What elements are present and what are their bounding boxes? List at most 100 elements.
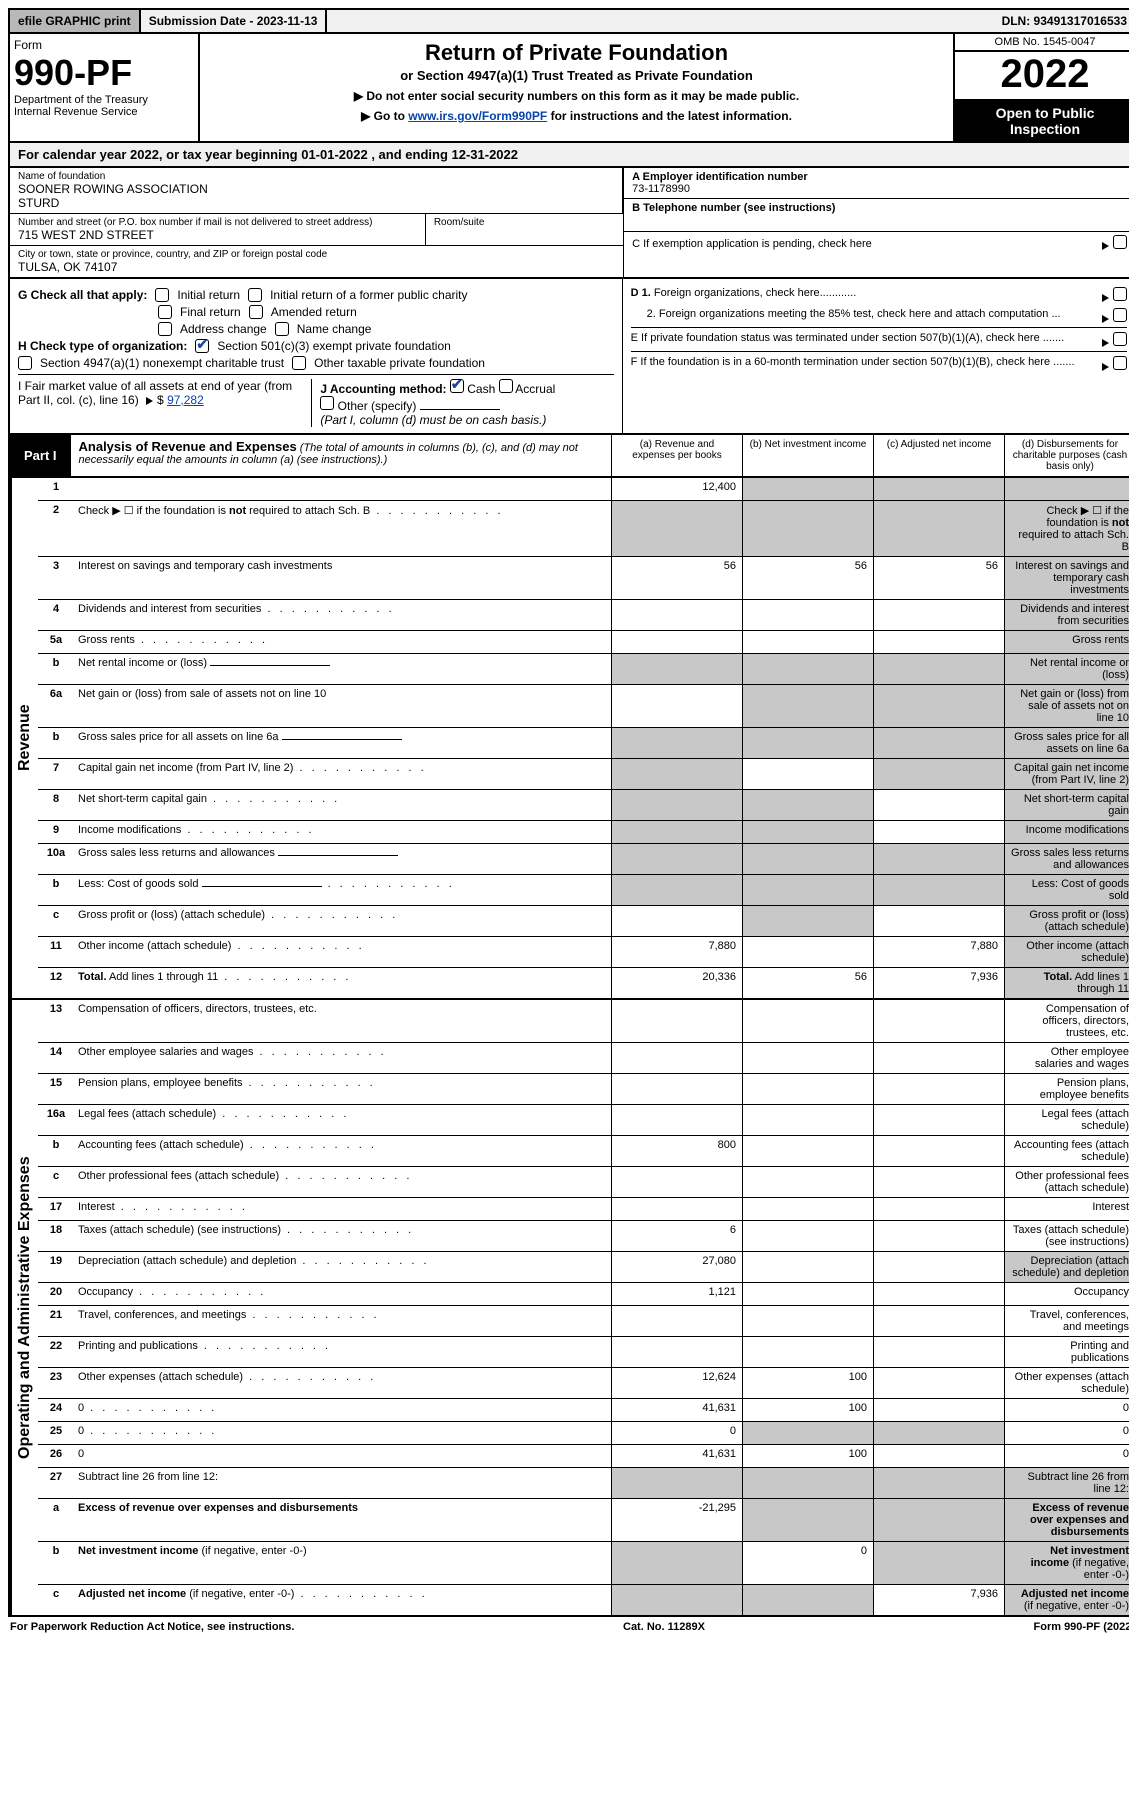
table-row: 25000 <box>38 1422 1129 1445</box>
val-a <box>611 600 742 630</box>
val-a <box>611 685 742 727</box>
g-name-checkbox[interactable] <box>275 322 289 336</box>
val-b <box>742 1499 873 1541</box>
val-d: Interest <box>1004 1198 1129 1220</box>
val-c <box>873 1252 1004 1282</box>
val-d: Less: Cost of goods sold <box>1004 875 1129 905</box>
val-a <box>611 844 742 874</box>
col-c-head: (c) Adjusted net income <box>874 435 1005 476</box>
val-b <box>742 1167 873 1197</box>
val-a <box>611 821 742 843</box>
line-desc: Dividends and interest from securities <box>74 600 611 630</box>
d1-checkbox[interactable] <box>1113 287 1127 301</box>
g-initial-former-checkbox[interactable] <box>248 288 262 302</box>
e-checkbox[interactable] <box>1113 332 1127 346</box>
val-b <box>742 631 873 653</box>
val-b <box>742 1422 873 1444</box>
val-c <box>873 1422 1004 1444</box>
i-fmv-value: 97,282 <box>167 393 204 407</box>
g-initial-checkbox[interactable] <box>155 288 169 302</box>
line-desc: Gross rents <box>74 631 611 653</box>
val-c <box>873 1000 1004 1042</box>
j-cash-checkbox[interactable] <box>450 379 464 393</box>
val-a: 0 <box>611 1422 742 1444</box>
val-b: 100 <box>742 1368 873 1398</box>
dept-treasury: Department of the Treasury <box>14 94 194 106</box>
table-row: 20Occupancy1,121Occupancy <box>38 1283 1129 1306</box>
h-opt-501c3: Section 501(c)(3) exempt private foundat… <box>217 339 450 353</box>
val-d: Income modifications <box>1004 821 1129 843</box>
val-a <box>611 1337 742 1367</box>
c-checkbox[interactable] <box>1113 235 1127 249</box>
val-a <box>611 906 742 936</box>
dln-number: DLN: 93491317016533 <box>994 10 1129 32</box>
table-row: 4Dividends and interest from securitiesD… <box>38 600 1129 631</box>
j-accrual-checkbox[interactable] <box>499 379 513 393</box>
g-final-checkbox[interactable] <box>158 305 172 319</box>
h-4947-checkbox[interactable] <box>18 356 32 370</box>
val-d: Check ▶ ☐ if the foundation is not requi… <box>1004 501 1129 556</box>
val-b <box>742 1468 873 1498</box>
f-checkbox[interactable] <box>1113 356 1127 370</box>
val-c <box>873 1399 1004 1421</box>
val-b <box>742 1283 873 1305</box>
g-opt-final: Final return <box>180 305 241 319</box>
val-c <box>873 631 1004 653</box>
j-other-checkbox[interactable] <box>320 396 334 410</box>
line-num: c <box>38 906 74 936</box>
j-note: (Part I, column (d) must be on cash basi… <box>320 413 546 427</box>
h-other-checkbox[interactable] <box>292 356 306 370</box>
d2-checkbox[interactable] <box>1113 308 1127 322</box>
form990pf-link[interactable]: www.irs.gov/Form990PF <box>408 109 547 123</box>
val-c <box>873 821 1004 843</box>
val-b <box>742 1252 873 1282</box>
val-b <box>742 1043 873 1073</box>
table-row: 22Printing and publicationsPrinting and … <box>38 1337 1129 1368</box>
table-row: 23Other expenses (attach schedule)12,624… <box>38 1368 1129 1399</box>
entity-block: Name of foundation SOONER ROWING ASSOCIA… <box>8 168 1129 279</box>
val-c <box>873 1198 1004 1220</box>
val-d: Occupancy <box>1004 1283 1129 1305</box>
g-label: G Check all that apply: <box>18 288 147 302</box>
line-num: 15 <box>38 1074 74 1104</box>
h-501c3-checkbox[interactable] <box>195 339 209 353</box>
d1-label: Foreign organizations, check here.......… <box>654 287 856 299</box>
line-desc: Other income (attach schedule) <box>74 937 611 967</box>
val-c <box>873 478 1004 500</box>
line-desc: Other expenses (attach schedule) <box>74 1368 611 1398</box>
instr-pre: ▶ Go to <box>361 109 408 123</box>
line-num: 7 <box>38 759 74 789</box>
instr-goto: ▶ Go to www.irs.gov/Form990PF for instru… <box>206 109 947 123</box>
val-b <box>742 906 873 936</box>
g-amended-checkbox[interactable] <box>249 305 263 319</box>
val-a: 41,631 <box>611 1445 742 1467</box>
g-opt-initial: Initial return <box>177 288 240 302</box>
g-address-checkbox[interactable] <box>158 322 172 336</box>
line-num: 17 <box>38 1198 74 1220</box>
val-b: 56 <box>742 557 873 599</box>
line-desc: Subtract line 26 from line 12: <box>74 1468 611 1498</box>
table-row: 14Other employee salaries and wagesOther… <box>38 1043 1129 1074</box>
table-row: aExcess of revenue over expenses and dis… <box>38 1499 1129 1542</box>
val-c <box>873 1043 1004 1073</box>
val-d: Capital gain net income (from Part IV, l… <box>1004 759 1129 789</box>
part1-desc: Analysis of Revenue and Expenses (The to… <box>71 435 612 476</box>
val-b <box>742 600 873 630</box>
line-desc: Legal fees (attach schedule) <box>74 1105 611 1135</box>
val-a: 7,880 <box>611 937 742 967</box>
line-desc: Accounting fees (attach schedule) <box>74 1136 611 1166</box>
val-d: Other expenses (attach schedule) <box>1004 1368 1129 1398</box>
line-desc: Pension plans, employee benefits <box>74 1074 611 1104</box>
h-row: H Check type of organization: Section 50… <box>18 339 614 353</box>
efile-graphic-print[interactable]: efile GRAPHIC print <box>10 10 141 32</box>
line-num: 8 <box>38 790 74 820</box>
col-d-head: (d) Disbursements for charitable purpose… <box>1005 435 1129 476</box>
submission-date: Submission Date - 2023-11-13 <box>141 10 328 32</box>
line-num: 23 <box>38 1368 74 1398</box>
val-d: Gross sales price for all assets on line… <box>1004 728 1129 758</box>
g-row: G Check all that apply: Initial return I… <box>18 288 614 302</box>
val-a: 12,400 <box>611 478 742 500</box>
a-ein-label: A Employer identification number <box>632 171 808 183</box>
val-c <box>873 1445 1004 1467</box>
val-d: Total. Add lines 1 through 11 <box>1004 968 1129 998</box>
